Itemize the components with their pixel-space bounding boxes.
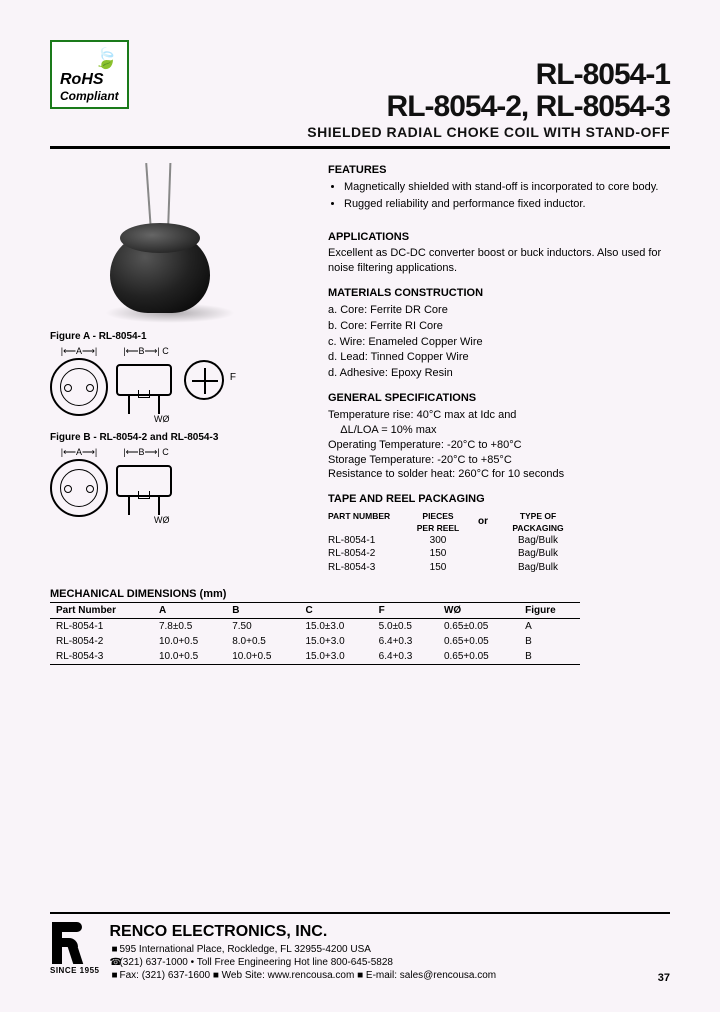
mechanical-table: Part Number A B C F WØ Figure RL-8054-1 … bbox=[50, 602, 580, 665]
feature-item: Rugged reliability and performance fixed… bbox=[344, 197, 670, 212]
fax-icon: ■ bbox=[109, 969, 119, 982]
mechanical-heading: MECHANICAL DIMENSIONS (mm) bbox=[50, 588, 670, 600]
footer-logo-block: SINCE 1955 bbox=[50, 922, 99, 982]
rohs-compliant: Compliant bbox=[60, 89, 119, 103]
packaging-row: RL-8054-1 300 Bag/Bulk bbox=[328, 534, 670, 548]
materials-heading: MATERIALS CONSTRUCTION bbox=[328, 286, 670, 301]
packaging-table: PART NUMBER PIECESPER REEL or TYPE OFPAC… bbox=[328, 511, 670, 574]
title-block: RL-8054-1 RL-8054-2, RL-8054-3 SHIELDED … bbox=[50, 59, 670, 140]
part-title-line1: RL-8054-1 bbox=[50, 59, 670, 91]
footer-fax-web: Fax: (321) 637-1600 ■ Web Site: www.renc… bbox=[119, 970, 496, 981]
materials-item: c. Wire: Enameled Copper Wire bbox=[328, 335, 670, 350]
materials-item: a. Core: Ferrite DR Core bbox=[328, 303, 670, 318]
since-text: SINCE 1955 bbox=[50, 966, 99, 975]
figure-a-diagram: |⟵A⟶| |⟵B⟶| C WØ F bbox=[50, 346, 310, 424]
feature-item: Magnetically shielded with stand-off is … bbox=[344, 180, 670, 195]
leaf-icon: 🍃 bbox=[60, 46, 119, 71]
company-name: RENCO ELECTRONICS, INC. bbox=[109, 922, 496, 943]
applications-heading: APPLICATIONS bbox=[328, 230, 670, 245]
main-columns: Figure A - RL-8054-1 |⟵A⟶| |⟵B⟶| C WØ F … bbox=[50, 163, 670, 574]
rohs-text: RoHS bbox=[60, 71, 119, 89]
product-photo bbox=[90, 163, 240, 323]
renco-logo-icon bbox=[50, 922, 92, 964]
features-list: Magnetically shielded with stand-off is … bbox=[328, 180, 670, 212]
part-title-line2: RL-8054-2, RL-8054-3 bbox=[50, 91, 670, 123]
packaging-row: RL-8054-2 150 Bag/Bulk bbox=[328, 547, 670, 561]
table-row: RL-8054-1 7.8±0.5 7.50 15.0±3.0 5.0±0.5 … bbox=[50, 619, 580, 635]
left-column: Figure A - RL-8054-1 |⟵A⟶| |⟵B⟶| C WØ F … bbox=[50, 163, 310, 574]
packaging-heading: TAPE AND REEL PACKAGING bbox=[328, 492, 670, 507]
title-rule bbox=[50, 146, 670, 149]
phone-icon: ☎ bbox=[109, 956, 119, 969]
materials-item: d. Adhesive: Epoxy Resin bbox=[328, 366, 670, 381]
footer-phone: (321) 637-1000 • Toll Free Engineering H… bbox=[119, 957, 393, 968]
figure-a-label: Figure A - RL-8054-1 bbox=[50, 331, 310, 342]
footer: SINCE 1955 RENCO ELECTRONICS, INC. ■595 … bbox=[50, 912, 670, 982]
table-row: RL-8054-3 10.0+0.5 10.0+0.5 15.0+3.0 6.4… bbox=[50, 649, 580, 665]
page-number: 37 bbox=[658, 972, 670, 984]
right-column: FEATURES Magnetically shielded with stan… bbox=[328, 163, 670, 574]
rohs-badge: 🍃 RoHS Compliant bbox=[50, 40, 129, 109]
table-row: RL-8054-2 10.0+0.5 8.0+0.5 15.0+3.0 6.4+… bbox=[50, 634, 580, 649]
materials-item: b. Core: Ferrite RI Core bbox=[328, 319, 670, 334]
materials-item: d. Lead: Tinned Copper Wire bbox=[328, 350, 670, 365]
general-heading: GENERAL SPECIFICATIONS bbox=[328, 391, 670, 406]
general-specs: Temperature rise: 40°C max at Idc and ΔL… bbox=[328, 408, 670, 482]
footer-text: RENCO ELECTRONICS, INC. ■595 Internation… bbox=[109, 922, 496, 982]
materials-list: a. Core: Ferrite DR Core b. Core: Ferrit… bbox=[328, 303, 670, 381]
footer-address: 595 International Place, Rockledge, FL 3… bbox=[119, 944, 370, 955]
figure-b-label: Figure B - RL-8054-2 and RL-8054-3 bbox=[50, 432, 310, 443]
figure-b-diagram: |⟵A⟶| |⟵B⟶| C WØ bbox=[50, 447, 310, 525]
applications-text: Excellent as DC-DC converter boost or bu… bbox=[328, 246, 670, 276]
address-icon: ■ bbox=[109, 943, 119, 956]
subtitle: SHIELDED RADIAL CHOKE COIL WITH STAND-OF… bbox=[50, 124, 670, 140]
features-heading: FEATURES bbox=[328, 163, 670, 178]
packaging-row: RL-8054-3 150 Bag/Bulk bbox=[328, 561, 670, 575]
